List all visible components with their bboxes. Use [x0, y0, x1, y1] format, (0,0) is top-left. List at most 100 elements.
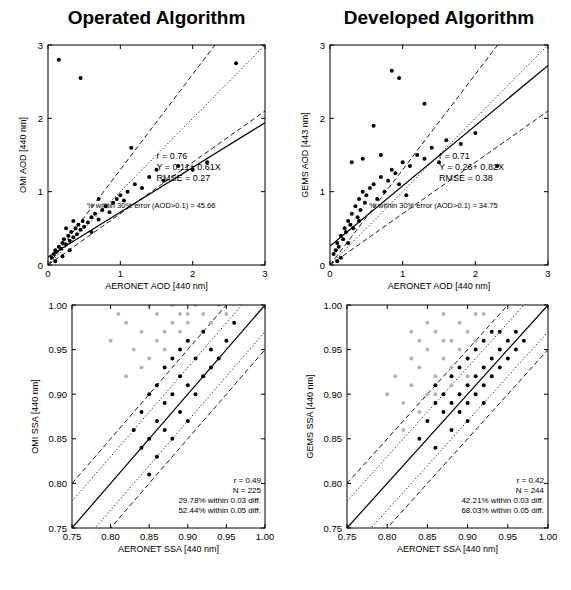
point — [139, 330, 143, 334]
point — [522, 339, 526, 343]
annotation: RMSE = 0.38 — [439, 173, 493, 183]
annotation: RMSE = 0.27 — [157, 173, 211, 183]
point — [422, 157, 426, 161]
x-tick — [387, 305, 388, 309]
annotation: 29.78% within 0.03 diff. — [178, 496, 261, 505]
annotation: N = 244 — [516, 486, 545, 495]
panel: Operated Algorithm01230123AERONET AOD [4… — [18, 0, 268, 291]
point — [379, 175, 383, 179]
point — [81, 219, 85, 223]
x-tick-label: 0.85 — [418, 531, 437, 542]
reference-line — [72, 305, 265, 528]
point — [64, 242, 68, 246]
point — [344, 230, 348, 234]
frame — [330, 45, 548, 265]
y-tick-label: 2 — [320, 113, 325, 124]
title: Operated Algorithm — [68, 7, 246, 28]
y-tick — [72, 438, 76, 439]
point — [417, 365, 421, 369]
point — [361, 157, 365, 161]
point — [441, 312, 445, 316]
point — [116, 312, 120, 316]
point — [417, 339, 421, 343]
point — [69, 230, 73, 234]
annotation: r = 0.76 — [157, 151, 188, 161]
point — [68, 248, 72, 252]
annotation: 42.21% within 0.03 diff. — [461, 496, 544, 505]
x-axis-label: AERONET SSA [440 nm] — [397, 544, 498, 554]
point — [401, 401, 405, 405]
point — [458, 392, 462, 396]
point — [178, 330, 182, 334]
point — [86, 220, 90, 224]
x-tick — [120, 45, 121, 49]
y-tick — [347, 305, 351, 306]
point — [350, 212, 354, 216]
y-tick — [261, 528, 265, 529]
y-tick — [261, 305, 265, 306]
x-tick — [110, 524, 111, 528]
point — [417, 437, 421, 441]
point — [129, 146, 133, 150]
plot-area — [347, 305, 548, 528]
point — [498, 365, 502, 369]
y-tick-label: 0.90 — [49, 389, 68, 400]
x-tick — [72, 305, 73, 309]
point — [147, 175, 151, 179]
y-tick — [48, 118, 52, 119]
point — [339, 256, 343, 260]
point — [337, 245, 341, 249]
point — [64, 226, 68, 230]
x-tick — [548, 261, 549, 265]
point — [450, 374, 454, 378]
point — [93, 212, 97, 216]
point — [474, 312, 478, 316]
y-tick — [347, 483, 351, 484]
point — [482, 401, 486, 405]
point — [425, 392, 429, 396]
y-tick — [330, 265, 334, 266]
y-tick — [544, 528, 548, 529]
y-tick — [261, 191, 265, 192]
point — [425, 419, 429, 423]
figure: Operated Algorithm01230123AERONET AOD [4… — [0, 0, 571, 590]
point — [71, 235, 75, 239]
x-tick-label: 1 — [118, 268, 123, 279]
point — [186, 339, 190, 343]
point — [368, 186, 372, 190]
y-axis-label: GEMS AOD [443 nm] — [300, 112, 310, 198]
point — [466, 401, 470, 405]
x-tick-label: 0.85 — [140, 531, 159, 542]
x-tick — [187, 305, 188, 309]
y-tick — [347, 394, 351, 395]
x-tick — [110, 305, 111, 309]
point — [71, 219, 75, 223]
point — [466, 419, 470, 423]
point — [385, 392, 389, 396]
reference-line — [48, 111, 265, 265]
reference-line — [330, 66, 548, 246]
y-tick-label: 0.85 — [324, 433, 343, 444]
x-tick-label: 0.80 — [378, 531, 397, 542]
point — [450, 428, 454, 432]
y-tick — [544, 349, 548, 350]
x-tick — [347, 524, 348, 528]
point — [490, 330, 494, 334]
x-tick-label: 0 — [327, 268, 332, 279]
point — [482, 383, 486, 387]
x-tick — [467, 524, 468, 528]
point — [409, 357, 413, 361]
point — [506, 339, 510, 343]
x-tick — [226, 524, 227, 528]
point — [335, 241, 339, 245]
panel: Developed Algorithm01230123AERONET AOD [… — [300, 0, 551, 291]
point — [433, 392, 437, 396]
x-tick — [402, 45, 403, 49]
annotation: Y = 0.11+ 0.61X — [157, 162, 221, 172]
point — [482, 339, 486, 343]
x-tick — [387, 524, 388, 528]
x-axis-label: AERONET SSA [440 nm] — [118, 544, 219, 554]
point — [482, 312, 486, 316]
point — [466, 330, 470, 334]
point — [68, 239, 72, 243]
